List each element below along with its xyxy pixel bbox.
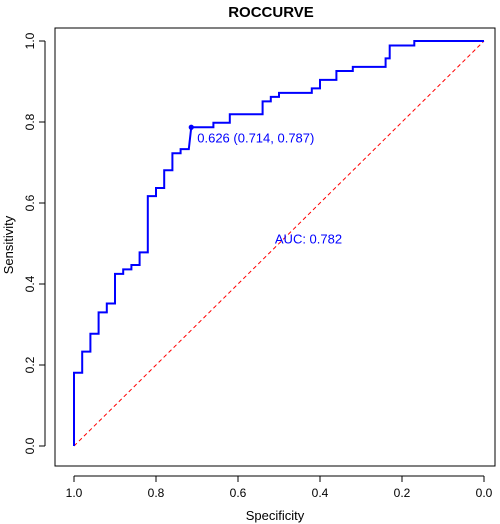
- y-tick-label: 0.0: [23, 437, 37, 454]
- best-threshold-label: 0.626 (0.714, 0.787): [197, 130, 314, 145]
- y-tick-label: 0.2: [23, 356, 37, 373]
- best-threshold-point: [188, 124, 194, 130]
- roc-curve-line: [73, 40, 484, 446]
- x-tick-label: 0.0: [476, 486, 493, 500]
- y-tick-label: 0.6: [23, 194, 37, 211]
- x-axis-label: Specificity: [246, 508, 305, 523]
- x-tick-label: 0.8: [148, 486, 165, 500]
- plot-frame: [54, 27, 496, 467]
- x-axis: 1.0 0.8 0.6 0.4 0.2 0.0: [66, 475, 493, 500]
- x-tick-label: 0.2: [394, 486, 411, 500]
- y-axis-label: Sensitivity: [1, 215, 16, 274]
- auc-label: AUC: 0.782: [275, 232, 342, 247]
- x-tick-label: 0.6: [230, 486, 247, 500]
- y-tick-label: 0.4: [23, 275, 37, 292]
- reference-diagonal-line: [73, 40, 485, 447]
- y-tick-label: 0.8: [23, 113, 37, 130]
- chart-title: ROCCURVE: [228, 4, 314, 21]
- y-tick-label: 1.0: [23, 32, 37, 49]
- y-axis: 0.0 0.2 0.4 0.6 0.8 1.0: [23, 32, 46, 454]
- x-tick-label: 1.0: [66, 486, 83, 500]
- x-tick-label: 0.4: [312, 486, 329, 500]
